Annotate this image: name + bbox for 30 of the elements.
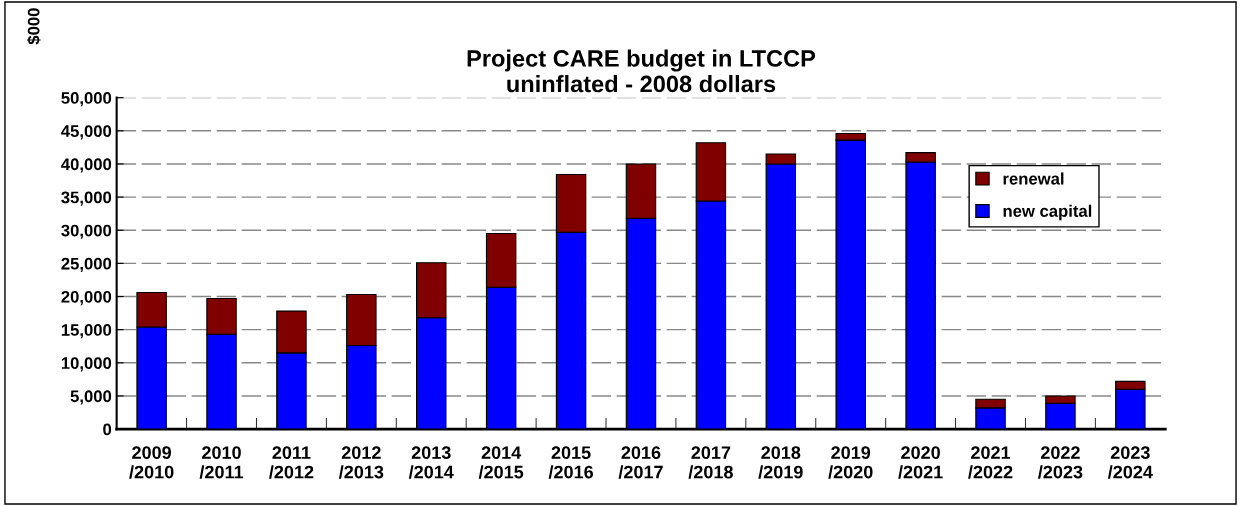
x-tick-label: 2016 /2017 [618,446,663,479]
y-tick-label: 20,000 [61,290,112,306]
x-tick-label: 2013 /2014 [408,446,454,479]
y-tick-label: 15,000 [61,324,112,339]
x-tick-label: 2009 /2010 [129,446,174,479]
x-tick-label: 2020 /2021 [898,446,943,479]
x-tick-label: 2022 /2023 [1038,446,1083,479]
x-tick-label: 2023 /2024 [1107,446,1153,479]
x-tick-label: 2019 /2020 [828,446,873,479]
x-tick-label: 2010 /2011 [199,446,244,479]
x-tick-label: 2014 /2015 [478,446,524,479]
chart-title: Project CARE budget in LTCCP uninflated - 2008 dollars [467,49,816,93]
y-tick-label: 10,000 [61,357,112,372]
y-axis-title: $000 [27,8,41,45]
x-tick-label: 2015 /2016 [548,446,594,479]
y-tick-label: 35,000 [61,191,112,206]
x-tick-label: 2012 /2013 [338,446,384,479]
legend-label: renewal [1003,172,1064,185]
y-tick-label: 30,000 [61,224,112,239]
x-tick-label: 2018 /2019 [758,446,803,479]
y-tick-label: 0 [103,423,112,436]
x-tick-label: 2021 /2022 [968,446,1013,479]
legend-label: new capital [1003,204,1092,221]
y-tick-label: 40,000 [61,158,112,173]
x-tick-label: 2011 /2012 [269,446,314,479]
x-tick-label: 2017 /2018 [688,446,733,479]
y-tick-label: 50,000 [61,92,112,107]
y-tick-label: 45,000 [61,125,112,140]
y-tick-label: 25,000 [61,257,112,272]
y-tick-label: 5,000 [70,390,112,405]
